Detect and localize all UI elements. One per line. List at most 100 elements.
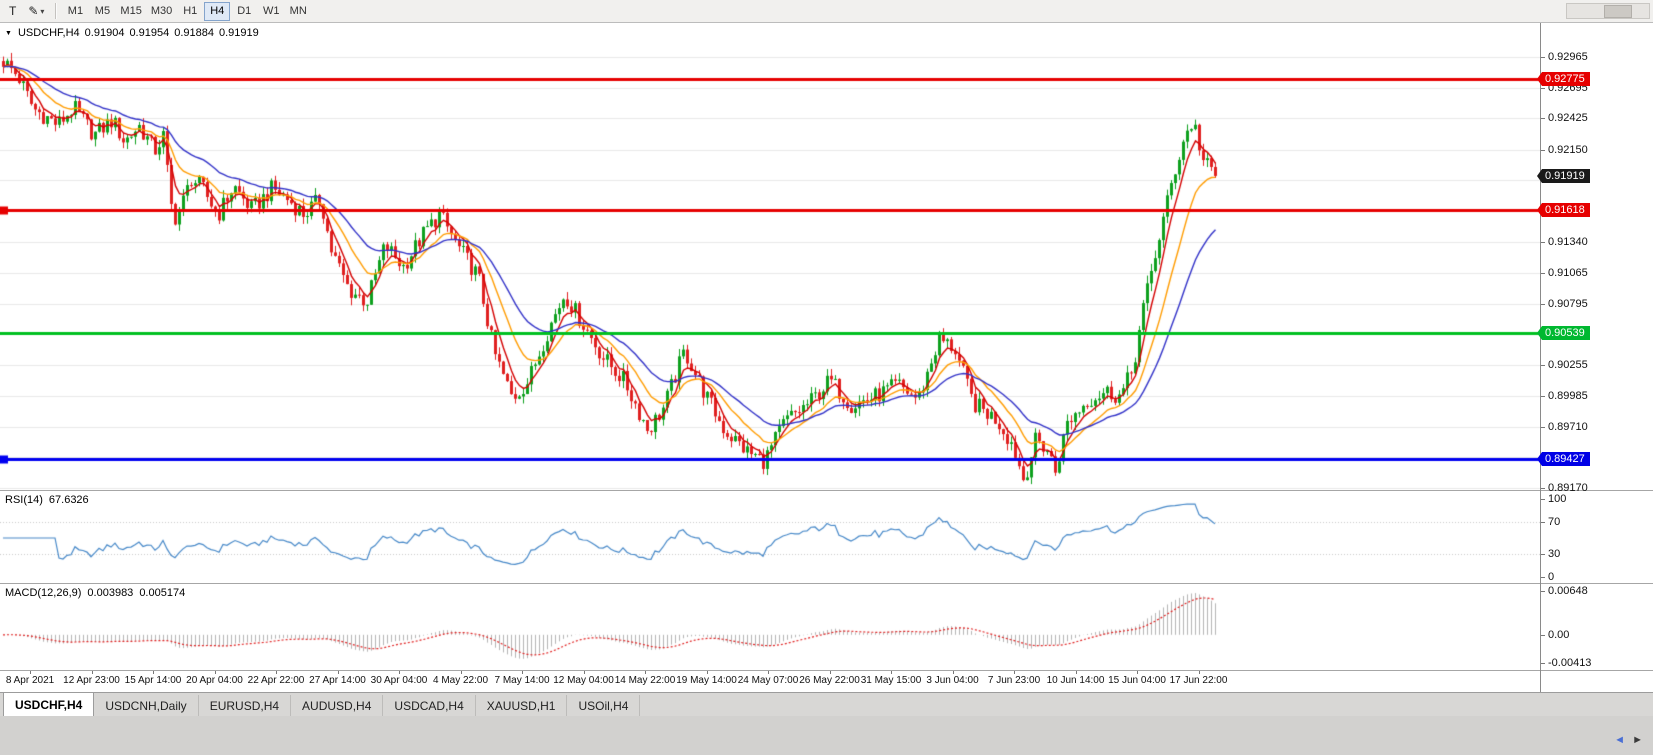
price-axis-tick	[1541, 118, 1545, 119]
price-axis[interactable]: 0.92965 0.92695 0.92425 0.92150 0.91340 0.910…	[1537, 23, 1653, 692]
chart-tab-usdchf-h4[interactable]: USDCHF,H4	[3, 692, 95, 716]
high-value: 0.91954	[129, 27, 170, 39]
time-axis-label: 24 May 07:00	[737, 675, 799, 686]
price-axis-tick	[1541, 427, 1545, 428]
time-axis-tick	[768, 670, 769, 674]
price-chart-canvas[interactable]	[0, 23, 1540, 490]
time-axis-tick	[276, 670, 277, 674]
time-axis-label: 3 Jun 04:00	[926, 675, 979, 686]
time-axis-label: 4 May 22:00	[432, 675, 489, 686]
time-axis-tick	[399, 670, 400, 674]
timeframe-button-w1[interactable]: W1	[262, 5, 280, 17]
timeframe-button-d1[interactable]: D1	[237, 5, 252, 17]
price-badge-arrow	[1537, 451, 1542, 466]
time-axis-label: 10 Jun 14:00	[1046, 675, 1105, 686]
chart-tab-eurusd-h4[interactable]: EURUSD,H4	[199, 695, 292, 716]
time-axis-tick	[1076, 670, 1077, 674]
rsi-axis-tick	[1541, 554, 1545, 555]
chart-tab-usoil-h4[interactable]: USOil,H4	[567, 695, 641, 716]
price-axis-label: 0.89710	[1548, 420, 1588, 433]
price-badge-arrow	[1537, 325, 1542, 340]
time-axis-tick	[461, 670, 462, 674]
chart-title: ▼ USDCHF,H4 0.91904 0.91954 0.91884 0.91…	[5, 27, 259, 39]
scroll-left-button[interactable]: ◄	[1614, 734, 1625, 746]
toolbar-scrollbar-thumb[interactable]	[1604, 5, 1632, 18]
drawing-tool-button[interactable]: ✎ ▾	[22, 1, 50, 22]
timeframe-button-m15[interactable]: M15	[120, 5, 142, 17]
macd-axis-label: 0.00	[1548, 628, 1570, 641]
macd-indicator-label: MACD(12,26,9) 0.003983 0.005174	[5, 587, 185, 599]
time-axis-tick	[338, 670, 339, 674]
symbol-period-label: USDCHF,H4	[17, 27, 80, 39]
price-axis-label: 0.91340	[1548, 235, 1588, 248]
price-axis-tick	[1541, 488, 1545, 489]
price-badge: 0.92775	[1537, 71, 1590, 86]
chart-region: ▼ USDCHF,H4 0.91904 0.91954 0.91884 0.91…	[0, 23, 1653, 692]
pane-splitter-macd[interactable]	[0, 583, 1653, 584]
time-axis-label: 12 Apr 23:00	[63, 675, 120, 686]
price-axis-label: 0.89170	[1548, 482, 1588, 495]
macd-axis-tick	[1541, 663, 1545, 664]
top-toolbar: T ✎ ▾ M1 M5 M15 M30 H1 H4 D1 W1 MN	[0, 0, 1653, 23]
time-axis-label: 19 May 14:00	[676, 675, 737, 686]
rsi-axis-label: 30	[1548, 547, 1561, 560]
chart-tab-usdcad-h4[interactable]: USDCAD,H4	[383, 695, 476, 716]
scroll-right-button[interactable]: ►	[1632, 734, 1643, 746]
price-axis-label: 0.92965	[1548, 51, 1588, 64]
pane-splitter-rsi[interactable]	[0, 490, 1653, 491]
rsi-name: RSI(14)	[5, 494, 43, 506]
text-tool-icon: T	[9, 4, 17, 18]
price-badge: 0.91618	[1537, 203, 1590, 218]
open-value: 0.91904	[84, 27, 125, 39]
price-badge: 0.91919	[1537, 168, 1590, 183]
macd-axis-tick	[1541, 591, 1545, 592]
time-axis[interactable]: 8 Apr 2021 12 Apr 23:00 15 Apr 14:00 20 Apr…	[0, 670, 1540, 692]
rsi-axis-label: 0	[1548, 571, 1555, 583]
timeframe-button-m5[interactable]: M5	[94, 5, 111, 17]
time-axis-label: 30 Apr 04:00	[370, 675, 428, 686]
timeframe-button-m30[interactable]: M30	[150, 5, 173, 17]
text-tool-button[interactable]: T	[3, 1, 22, 22]
bottom-strip: ◄ ►	[0, 716, 1653, 755]
time-axis-label: 14 May 22:00	[614, 675, 676, 686]
time-axis-label: 31 May 15:00	[860, 675, 922, 686]
price-axis-label: 0.92425	[1548, 112, 1588, 125]
price-axis-label: 0.92150	[1548, 143, 1588, 156]
price-axis-tick	[1541, 273, 1545, 274]
chart-tab-audusd-h4[interactable]: AUDUSD,H4	[291, 695, 384, 716]
low-value: 0.91884	[174, 27, 214, 39]
time-axis-tick	[522, 670, 523, 674]
rsi-panel-canvas[interactable]	[0, 490, 1540, 583]
macd-axis-label: -0.00413	[1548, 656, 1592, 669]
timeframe-button-h4[interactable]: H4	[204, 1, 231, 21]
time-axis-label: 15 Jun 04:00	[1108, 675, 1166, 686]
timeframe-button-m1[interactable]: M1	[67, 5, 84, 17]
time-axis-label: 26 May 22:00	[799, 675, 860, 686]
time-axis-tick	[215, 670, 216, 674]
time-axis-label: 7 May 14:00	[494, 675, 550, 686]
price-axis-tick	[1541, 57, 1545, 58]
rsi-axis-tick	[1541, 577, 1545, 578]
time-axis-label: 20 Apr 04:00	[186, 675, 243, 686]
price-badge: 0.89427	[1537, 451, 1590, 466]
chart-tab-xauusd-h1[interactable]: XAUUSD,H1	[476, 695, 568, 716]
macd-panel-canvas[interactable]	[0, 583, 1540, 670]
chevron-down-icon: ▾	[40, 6, 45, 16]
price-axis-label: 0.90255	[1548, 358, 1588, 371]
price-axis-label: 0.90795	[1548, 297, 1588, 310]
time-axis-tick	[891, 670, 892, 674]
rsi-value: 67.6326	[48, 494, 89, 506]
time-axis-tick	[645, 670, 646, 674]
timeframe-button-mn[interactable]: MN	[289, 5, 307, 17]
rsi-axis-label: 100	[1548, 493, 1567, 505]
price-axis-tick	[1541, 150, 1545, 151]
price-badge: 0.90539	[1537, 325, 1590, 340]
chart-tab-usdcnh-daily[interactable]: USDCNH,Daily	[94, 695, 199, 716]
timeframe-button-h1[interactable]: H1	[183, 5, 198, 17]
rsi-indicator-label: RSI(14) 67.6326	[5, 494, 89, 506]
price-axis-tick	[1541, 396, 1545, 397]
price-axis-separator	[1540, 23, 1541, 692]
toolbar-scrollbar[interactable]	[1566, 3, 1650, 19]
time-axis-label: 12 May 04:00	[553, 675, 614, 686]
